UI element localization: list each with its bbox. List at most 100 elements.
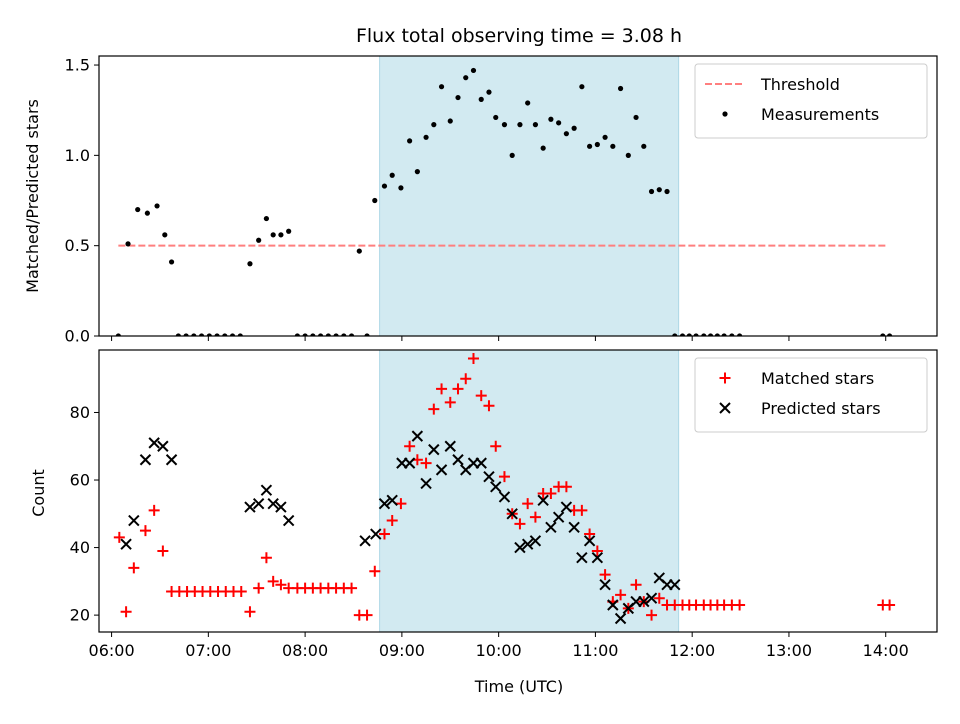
data-point bbox=[447, 118, 453, 124]
data-point bbox=[514, 541, 526, 554]
data-point bbox=[356, 248, 362, 254]
data-point bbox=[490, 481, 502, 493]
x-tick-label: 07:00 bbox=[185, 641, 231, 660]
data-point bbox=[714, 333, 720, 336]
data-point bbox=[128, 562, 140, 574]
observing-window-shade bbox=[379, 55, 680, 337]
data-point bbox=[438, 84, 445, 90]
data-point bbox=[648, 188, 655, 195]
data-point bbox=[672, 333, 678, 336]
data-point bbox=[486, 89, 492, 95]
data-point bbox=[206, 333, 212, 336]
top-panel-y-axis-label: Matched/Predicted stars bbox=[23, 99, 42, 293]
data-point bbox=[403, 457, 416, 469]
legend-box bbox=[694, 357, 928, 433]
legend-label: Matched stars bbox=[761, 369, 874, 388]
data-point bbox=[310, 333, 316, 336]
data-point bbox=[381, 183, 388, 189]
data-point bbox=[120, 538, 132, 550]
data-point bbox=[493, 114, 499, 121]
data-point bbox=[645, 592, 658, 604]
data-point bbox=[275, 579, 287, 591]
bottom-panel-count-plot: 06:00 07:00 08:00 09:00 10:00 11:00 12:00 13:00… bbox=[70, 349, 938, 660]
data-point bbox=[591, 545, 603, 557]
data-point bbox=[436, 383, 448, 395]
top-panel-ratio-plot: 0.0 0.5 1.0 1.5 Threshold Measurements bbox=[65, 55, 938, 346]
data-point bbox=[183, 333, 189, 336]
data-point bbox=[229, 333, 236, 336]
data-point bbox=[614, 612, 627, 625]
legend: Threshold Measurements bbox=[694, 63, 928, 139]
legend-label: Threshold bbox=[760, 75, 840, 94]
x-tick-label: 11:00 bbox=[572, 641, 618, 660]
data-point bbox=[244, 606, 256, 618]
data-point bbox=[154, 203, 160, 209]
legend-swatch bbox=[719, 402, 731, 414]
x-tick-label: 13:00 bbox=[766, 641, 812, 660]
data-point bbox=[599, 569, 611, 581]
data-point bbox=[162, 232, 168, 238]
y-tick-label: 60 bbox=[70, 471, 90, 490]
data-point bbox=[641, 143, 647, 149]
data-point bbox=[521, 538, 534, 550]
data-point bbox=[214, 333, 220, 336]
data-point bbox=[414, 169, 420, 175]
data-point bbox=[532, 122, 539, 128]
data-point bbox=[470, 67, 477, 74]
data-point bbox=[144, 210, 150, 216]
data-point bbox=[540, 145, 546, 151]
data-point bbox=[475, 457, 487, 469]
data-point bbox=[270, 232, 276, 238]
data-point bbox=[191, 333, 197, 336]
data-point bbox=[369, 565, 381, 577]
data-point bbox=[514, 518, 526, 530]
data-point bbox=[237, 333, 243, 336]
data-point bbox=[729, 333, 735, 336]
data-point bbox=[157, 440, 169, 452]
data-point bbox=[260, 484, 273, 496]
data-point bbox=[475, 390, 487, 402]
data-point bbox=[256, 237, 262, 243]
data-point bbox=[398, 185, 404, 191]
data-point bbox=[139, 454, 152, 466]
plot-area bbox=[115, 67, 893, 336]
data-point bbox=[411, 430, 424, 442]
data-point bbox=[428, 443, 440, 456]
data-point bbox=[267, 497, 279, 510]
data-point bbox=[452, 383, 464, 395]
data-point bbox=[148, 504, 160, 516]
data-point bbox=[275, 501, 287, 513]
data-point bbox=[701, 333, 707, 336]
series-0 bbox=[113, 352, 896, 621]
data-point bbox=[317, 333, 324, 336]
data-point bbox=[584, 528, 596, 540]
data-point bbox=[386, 494, 398, 506]
data-point bbox=[736, 333, 743, 336]
data-point bbox=[478, 96, 484, 102]
data-point bbox=[563, 131, 569, 137]
data-point bbox=[679, 333, 686, 336]
data-point bbox=[113, 531, 125, 543]
data-point bbox=[498, 491, 511, 503]
legend-box bbox=[694, 63, 928, 139]
y-tick-label: 40 bbox=[70, 538, 90, 557]
data-point bbox=[664, 188, 670, 195]
data-point bbox=[463, 75, 469, 81]
data-point bbox=[431, 122, 437, 128]
data-point bbox=[467, 352, 479, 364]
data-point bbox=[591, 551, 604, 564]
data-point bbox=[389, 172, 395, 178]
data-point bbox=[506, 508, 518, 520]
series-0 bbox=[115, 67, 893, 336]
data-point bbox=[625, 152, 631, 158]
legend: Matched stars Predicted stars bbox=[694, 357, 928, 433]
data-point bbox=[599, 579, 611, 591]
y-tick-label: 20 bbox=[70, 606, 90, 625]
data-point bbox=[529, 535, 542, 547]
data-point bbox=[420, 457, 432, 469]
data-point bbox=[333, 333, 339, 336]
observing-window-shade bbox=[379, 349, 680, 633]
data-point bbox=[548, 116, 554, 122]
data-point bbox=[693, 333, 699, 336]
